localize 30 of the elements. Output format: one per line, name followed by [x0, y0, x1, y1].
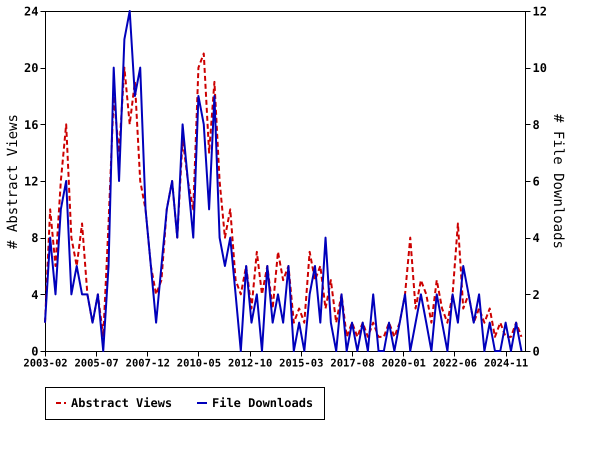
y2-tick-label: 8 — [532, 118, 540, 132]
y-tick-label: 0 — [31, 344, 38, 358]
y2-tick-label: 4 — [532, 231, 540, 246]
x-tick-label: 2022-06 — [432, 358, 478, 370]
y2-tick-label: 2 — [532, 288, 540, 302]
x-tick-label: 2003-02 — [23, 358, 68, 370]
y-tick-label: 4 — [31, 288, 38, 302]
legend-label: Abstract Views — [71, 396, 172, 410]
x-tick-label: 2020-01 — [382, 358, 426, 370]
y2-tick-label: 0 — [532, 344, 540, 358]
y2-tick-label: 10 — [532, 61, 547, 76]
x-tick-label: 2010-05 — [176, 358, 222, 370]
x-tick-label: 2007-12 — [126, 358, 170, 370]
x-tick-label: 2017-08 — [330, 358, 375, 370]
y2-tick-label: 12 — [532, 4, 547, 18]
y-tick-label: 12 — [24, 174, 38, 188]
x-tick-label: 2015-03 — [279, 358, 324, 370]
y2-tick-label: 6 — [532, 174, 540, 188]
y2-axis-title: # File Downloads — [550, 114, 566, 249]
y-tick-label: 24 — [24, 4, 38, 18]
x-tick-label: 2012-10 — [228, 358, 272, 370]
y-tick-label: 16 — [24, 118, 38, 132]
y-axis-title: # Abstract Views — [5, 114, 22, 249]
x-tick-label: 2005-07 — [74, 358, 119, 370]
y-tick-label: 8 — [31, 231, 38, 246]
line-series — [44, 52, 522, 338]
y-tick-label: 20 — [24, 61, 38, 76]
x-tick-label: 2024-11 — [484, 358, 528, 370]
legend-label: File Downloads — [212, 396, 314, 410]
line-series — [44, 10, 522, 352]
